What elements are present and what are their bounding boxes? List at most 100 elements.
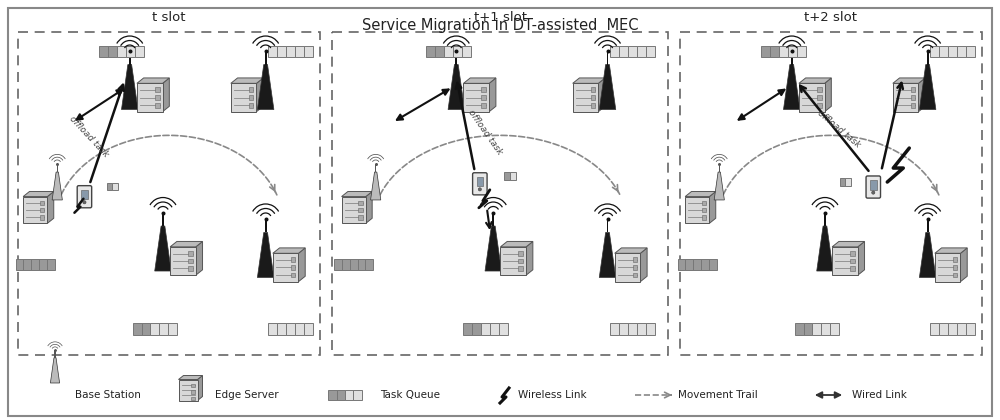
Bar [518, 259, 523, 263]
Bar [628, 323, 637, 335]
Bar [40, 208, 44, 213]
Bar [633, 273, 637, 278]
Bar [273, 253, 298, 282]
Bar [939, 46, 948, 57]
Bar [646, 46, 655, 57]
Polygon shape [485, 226, 502, 271]
Bar [159, 323, 168, 335]
Bar [591, 87, 595, 92]
Bar [797, 46, 806, 57]
Bar [155, 87, 160, 92]
Bar [249, 103, 253, 108]
Bar [939, 323, 948, 335]
Bar [791, 51, 793, 65]
Bar [107, 183, 112, 190]
Text: t+2 slot: t+2 slot [804, 11, 858, 24]
Bar [893, 83, 918, 112]
Bar [770, 46, 779, 57]
Bar [685, 197, 709, 223]
Bar [957, 46, 966, 57]
Bar [126, 46, 135, 57]
Bar [966, 323, 975, 335]
Bar [795, 323, 804, 335]
Bar [162, 213, 164, 226]
Bar [265, 51, 267, 65]
Bar [500, 247, 526, 275]
Polygon shape [919, 233, 936, 278]
Bar [953, 265, 957, 270]
Polygon shape [615, 248, 647, 253]
Text: offload task: offload task [68, 115, 110, 160]
Bar [328, 390, 337, 400]
Bar [108, 46, 117, 57]
Bar [455, 51, 457, 65]
Bar [702, 208, 706, 213]
Bar [518, 266, 523, 271]
Bar [117, 46, 126, 57]
Bar [935, 253, 960, 282]
Polygon shape [50, 358, 60, 383]
Bar [702, 201, 706, 205]
Bar [499, 323, 508, 335]
Bar [265, 219, 267, 233]
Bar [481, 103, 486, 108]
Bar [619, 323, 628, 335]
Bar [358, 260, 365, 270]
Polygon shape [500, 241, 533, 247]
FancyBboxPatch shape [473, 173, 487, 195]
Bar [342, 197, 366, 223]
Bar [231, 83, 256, 112]
Polygon shape [231, 78, 263, 83]
Bar [830, 323, 839, 335]
Polygon shape [599, 65, 616, 110]
Bar [191, 383, 194, 387]
Bar [966, 46, 975, 57]
Bar [170, 247, 196, 275]
Bar [701, 260, 709, 270]
Bar [286, 46, 295, 57]
Bar [365, 260, 373, 270]
Text: Task Queue: Task Queue [380, 390, 440, 400]
Circle shape [478, 188, 481, 191]
Bar [709, 260, 717, 270]
Bar [40, 215, 44, 220]
Bar [812, 323, 821, 335]
Polygon shape [257, 233, 274, 278]
Bar [804, 323, 812, 335]
Bar [142, 323, 150, 335]
Bar [178, 380, 198, 401]
Polygon shape [198, 375, 202, 401]
Bar [817, 87, 822, 92]
Bar [573, 83, 598, 112]
Polygon shape [832, 241, 865, 247]
Bar [375, 164, 376, 172]
Bar [821, 323, 830, 335]
Polygon shape [256, 78, 263, 112]
Polygon shape [489, 78, 496, 112]
Bar [463, 323, 472, 335]
Polygon shape [178, 375, 202, 380]
Polygon shape [23, 192, 54, 197]
Bar [345, 390, 353, 400]
FancyBboxPatch shape [866, 176, 881, 198]
Bar [463, 83, 489, 112]
Bar [678, 260, 685, 270]
Text: Wireless Link: Wireless Link [518, 390, 587, 400]
Bar [112, 183, 118, 190]
Polygon shape [52, 172, 62, 200]
Polygon shape [858, 241, 865, 275]
Polygon shape [121, 65, 138, 110]
Bar [168, 323, 177, 335]
Text: offload task: offload task [467, 108, 504, 157]
Polygon shape [799, 78, 831, 83]
Polygon shape [709, 192, 716, 223]
Bar [188, 259, 193, 263]
Bar [435, 46, 444, 57]
Polygon shape [366, 192, 372, 223]
Bar [646, 323, 655, 335]
Polygon shape [893, 78, 925, 83]
Bar [191, 390, 194, 394]
Bar [845, 178, 851, 186]
Bar [518, 251, 523, 255]
Bar [295, 323, 304, 335]
